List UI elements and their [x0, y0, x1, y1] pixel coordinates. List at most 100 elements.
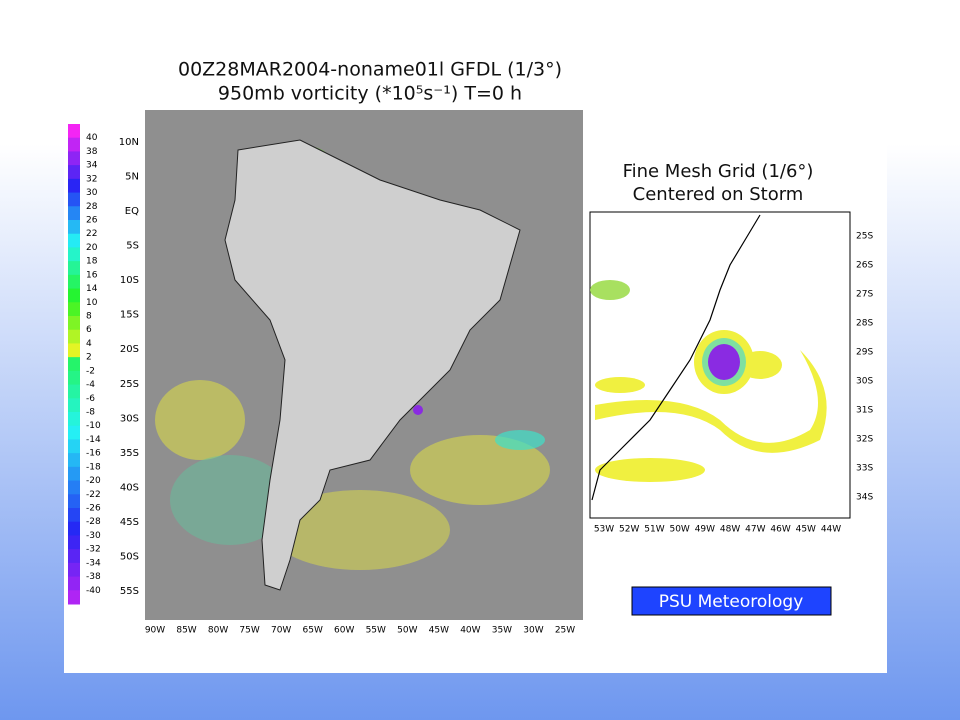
lon-label: 45W: [429, 626, 449, 636]
inset-lon-label: 49W: [695, 525, 715, 535]
inset-lon-label: 47W: [745, 525, 765, 535]
colorbar-label: 32: [86, 174, 97, 184]
lat-label: 55S: [120, 586, 139, 597]
colorbar-label: -8: [86, 408, 95, 418]
colorbar-swatch: [68, 165, 80, 180]
lon-label: 40W: [460, 626, 480, 636]
coastline: [591, 214, 761, 501]
title-line: 950mb vorticity (*10⁵s⁻¹) T=0 h: [218, 83, 522, 105]
colorbar-label: 6: [86, 325, 92, 335]
credit: PSU Meteorology: [659, 592, 804, 612]
inset-lon-label: 52W: [619, 525, 639, 535]
lat-label: 5S: [126, 241, 139, 252]
colorbar-swatch: [68, 261, 80, 276]
inset-lat-label: 26S: [856, 261, 873, 271]
colorbar-label: -30: [86, 531, 101, 541]
colorbar-label: 38: [86, 147, 98, 157]
colorbar-swatch: [68, 412, 80, 427]
colorbar-label: 28: [86, 202, 98, 212]
colorbar-swatch: [68, 192, 80, 207]
lat-label: 45S: [120, 517, 139, 528]
colorbar-label: -2: [86, 366, 95, 376]
inset-field: [590, 280, 827, 482]
lon-label: 90W: [145, 626, 165, 636]
colorbar-swatch: [68, 590, 80, 605]
inset-title: Centered on Storm: [633, 184, 804, 205]
colorbar-label: -6: [86, 394, 95, 404]
colorbar-swatch: [68, 206, 80, 221]
lon-label: 60W: [334, 626, 354, 636]
lon-label: 55W: [366, 626, 386, 636]
credit-box: [631, 586, 832, 616]
colorbar-label: 26: [86, 216, 98, 226]
lon-label: 50W: [397, 626, 417, 636]
colorbar-label: 16: [86, 270, 98, 280]
colorbar-label: -16: [86, 449, 101, 459]
colorbar-swatch: [68, 576, 80, 591]
colorbar-swatch: [68, 137, 80, 152]
lon-label: 80W: [208, 626, 228, 636]
colorbar-swatch: [68, 247, 80, 262]
inset-lon-label: 46W: [770, 525, 790, 535]
inset-lon-label: 51W: [644, 525, 664, 535]
inset-lon-label: 48W: [720, 525, 740, 535]
colorbar-swatch: [68, 178, 80, 194]
colorbar-label: -26: [86, 504, 101, 514]
colorbar-swatch: [68, 288, 80, 303]
lat-label: 50S: [120, 551, 139, 562]
lat-label: 20S: [120, 344, 139, 355]
lon-label: 75W: [239, 626, 259, 636]
colorbar-label: -4: [86, 380, 95, 390]
colorbar-label: -28: [86, 517, 101, 527]
colorbar-label: -32: [86, 545, 101, 555]
lon-label: 35W: [492, 626, 512, 636]
colorbar-swatch: [68, 453, 80, 468]
field-blobs: [155, 145, 550, 570]
lon-label: 70W: [271, 626, 291, 636]
colorbar-swatch: [68, 562, 80, 578]
colorbar-label: 22: [86, 229, 97, 239]
inset-lat-label: 31S: [856, 406, 873, 416]
colorbar-label: -38: [86, 572, 101, 582]
colorbar-swatch: [68, 124, 80, 139]
colorbar-swatch: [68, 233, 80, 248]
lat-label: 5N: [125, 172, 139, 183]
lat-label: 35S: [120, 448, 139, 459]
title-line: 00Z28MAR2004-noname01l GFDL (1/3°): [178, 59, 562, 81]
colorbar-swatch: [68, 151, 80, 166]
colorbar-label: 20: [86, 243, 98, 253]
inset-lon-label: 45W: [796, 525, 816, 535]
inset-lat-label: 32S: [856, 435, 873, 445]
lat-label: 10N: [119, 137, 139, 148]
colorbar-swatch: [68, 274, 80, 290]
colorbar-label: 14: [86, 284, 98, 294]
inset-lat-label: 29S: [856, 348, 873, 358]
lat-label: 15S: [120, 310, 139, 321]
lat-label: 40S: [120, 482, 139, 493]
lon-label: 85W: [176, 626, 196, 636]
colorbar-swatch: [68, 329, 80, 344]
inset-lat-label: 34S: [856, 493, 873, 503]
inset-lat-label: 30S: [856, 377, 873, 387]
colorbar-label: -40: [86, 586, 101, 596]
colorbar-swatch: [68, 343, 80, 358]
lon-label: 30W: [523, 626, 543, 636]
colorbar-swatch: [68, 357, 80, 372]
colorbar-label: 4: [86, 339, 92, 349]
inset-lon-label: 50W: [669, 525, 689, 535]
colorbar-label: 2: [86, 353, 92, 363]
storm: [413, 405, 423, 415]
inset-lat-label: 33S: [856, 464, 873, 474]
inset-lat-label: 25S: [856, 232, 873, 242]
colorbar-swatch: [68, 535, 80, 550]
continent: [224, 139, 521, 591]
lat-label: EQ: [125, 206, 139, 217]
colorbar-swatch: [68, 494, 80, 509]
colorbar-label: 18: [86, 257, 98, 267]
lat-label: 30S: [120, 413, 139, 424]
colorbar-label: -14: [86, 435, 101, 445]
lon-label: 25W: [555, 626, 575, 636]
colorbar-label: 34: [86, 161, 98, 171]
